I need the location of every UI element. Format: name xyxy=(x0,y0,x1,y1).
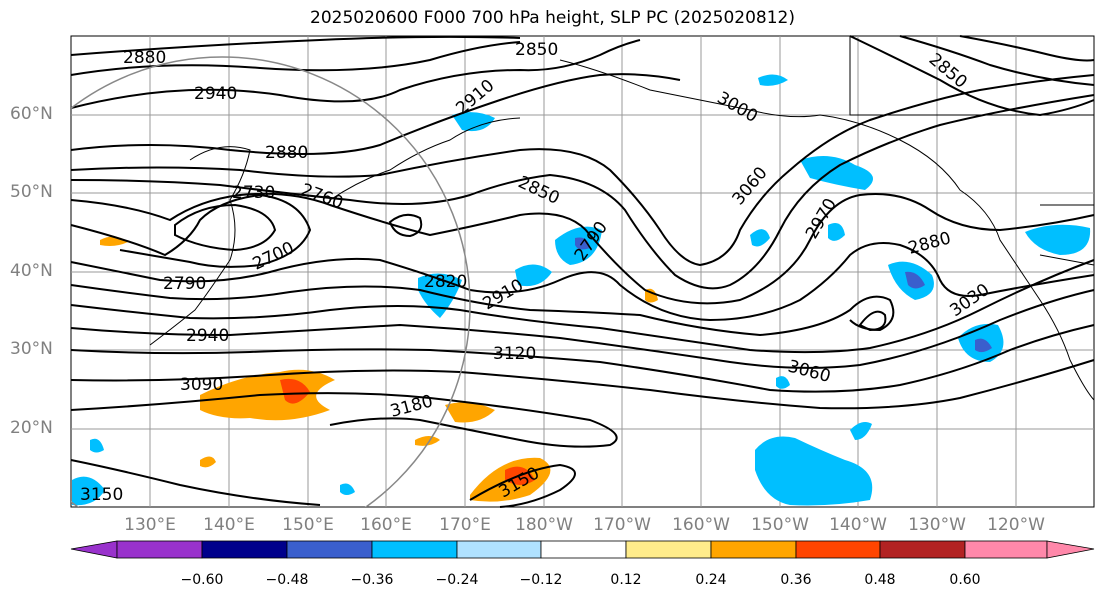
colorbar-tick: −0.60 xyxy=(180,572,224,588)
contour-label: 2940 xyxy=(186,326,229,346)
contour-label: 2880 xyxy=(123,48,166,68)
colorbar-segment xyxy=(964,540,1048,559)
colorbar-tick: −0.36 xyxy=(350,572,394,588)
colorbar-tick: 0.24 xyxy=(695,572,727,588)
colorbar-tick: −0.12 xyxy=(519,572,563,588)
colorbar-segment xyxy=(1046,540,1095,559)
lon-label: 170°E xyxy=(439,515,491,535)
contour-label: 2790 xyxy=(163,274,206,294)
contour-label: 3090 xyxy=(180,375,223,395)
lat-label: 60°N xyxy=(10,104,53,124)
lon-label: 170°W xyxy=(593,515,651,535)
lon-label: 150°W xyxy=(751,515,809,535)
lat-label: 50°N xyxy=(10,182,53,202)
lon-label: 160°W xyxy=(672,515,730,535)
colorbar-tick: 0.36 xyxy=(780,572,812,588)
contour-label: 2820 xyxy=(424,272,467,292)
lat-label: 20°N xyxy=(10,418,53,438)
colorbar-tick: −0.48 xyxy=(265,572,309,588)
colorbar-tick: 0.48 xyxy=(864,572,896,588)
height-contours xyxy=(70,35,1095,508)
lon-label: 160°E xyxy=(360,515,412,535)
contour-label: 2850 xyxy=(515,40,558,60)
domain-circle xyxy=(71,56,471,507)
coastlines xyxy=(149,36,1095,401)
lon-label: 140°W xyxy=(829,515,887,535)
colorbar-segment xyxy=(540,540,627,559)
contour-label: 3120 xyxy=(493,344,536,364)
colorbar-segment xyxy=(70,540,118,559)
lon-label: 130°E xyxy=(124,515,176,535)
colorbar-segment xyxy=(371,540,458,559)
colorbar-segment xyxy=(795,540,881,559)
colorbar-tick: −0.24 xyxy=(435,572,479,588)
colorbar-segment xyxy=(710,540,797,559)
colorbar-segment xyxy=(116,540,203,559)
contour-label: 2940 xyxy=(194,84,237,104)
colorbar-tick: 0.60 xyxy=(949,572,981,588)
colorbar-segment xyxy=(286,540,373,559)
colorbar-segment xyxy=(201,540,288,559)
lon-label: 180°W xyxy=(515,515,573,535)
colorbar-segment xyxy=(879,540,966,559)
map-title: 2025020600 F000 700 hPa height, SLP PC (… xyxy=(310,8,795,28)
lat-label: 30°N xyxy=(10,339,53,359)
contour-label: 2730 xyxy=(232,183,275,203)
contour-label: 3150 xyxy=(80,485,123,505)
lon-label: 150°E xyxy=(282,515,334,535)
colorbar-segment xyxy=(456,540,542,559)
lon-label: 140°E xyxy=(203,515,255,535)
lon-label: 130°W xyxy=(908,515,966,535)
colorbar-segment xyxy=(625,540,712,559)
colorbar xyxy=(70,540,1095,559)
contour-label: 2880 xyxy=(265,143,308,163)
lon-label: 120°W xyxy=(987,515,1045,535)
lat-label: 40°N xyxy=(10,261,53,281)
colorbar-tick: 0.12 xyxy=(610,572,642,588)
